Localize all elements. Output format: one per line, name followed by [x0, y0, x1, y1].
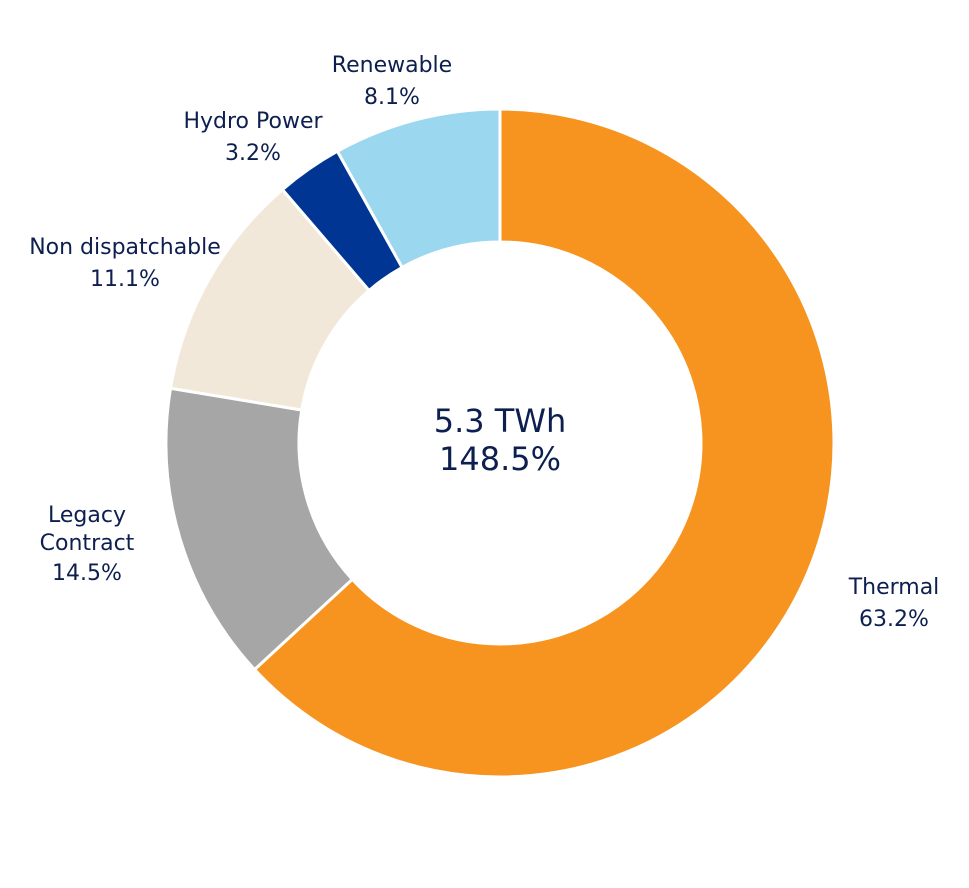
label-thermal-name: Thermal — [848, 575, 940, 600]
label-hydro-power: Hydro Power 3.2% — [183, 106, 322, 170]
label-thermal-percent: 63.2% — [859, 607, 929, 632]
label-hydro-power-name: Hydro Power — [183, 109, 323, 134]
center-total-percent: 148.5% — [438, 440, 561, 478]
label-legacy-contract-percent: 14.5% — [52, 561, 122, 586]
label-legacy-contract-name: Legacy Contract — [39, 503, 135, 556]
center-label: 5.3 TWh 148.5% — [434, 402, 567, 478]
slice-renewable — [335, 107, 502, 270]
label-non-dispatchable-percent: 11.1% — [90, 267, 160, 292]
label-thermal: Thermal 63.2% — [849, 572, 940, 636]
label-non-dispatchable: Non dispatchable 11.1% — [29, 232, 221, 296]
label-renewable: Renewable 8.1% — [332, 50, 452, 114]
center-total-energy: 5.3 TWh — [433, 402, 567, 440]
label-renewable-percent: 8.1% — [364, 85, 420, 110]
label-legacy-contract: Legacy Contract 14.5% — [27, 502, 147, 590]
label-renewable-name: Renewable — [331, 53, 453, 78]
label-non-dispatchable-name: Non dispatchable — [29, 235, 221, 260]
label-hydro-power-percent: 3.2% — [225, 141, 281, 166]
slice-thermal — [252, 107, 836, 779]
